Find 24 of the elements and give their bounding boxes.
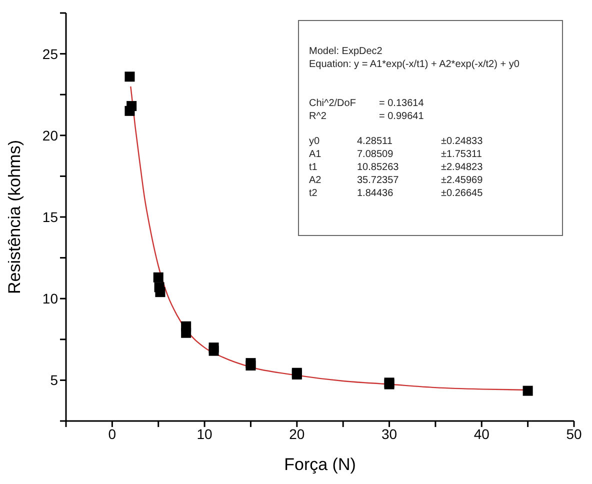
x-tick-label: 30 [381, 426, 398, 442]
x-tick-label: 10 [196, 426, 213, 442]
annotation: Model: ExpDec2 [309, 45, 382, 58]
x-axis-title: Força (N) [284, 455, 356, 474]
point [208, 346, 219, 356]
y-tick-label: 20 [42, 127, 58, 144]
x-tick-label: 50 [566, 426, 582, 442]
annotation: Equation: y = A1*exp(-x/t1) + A2*exp(-x/t2) + y0 [309, 58, 520, 71]
y-tick-label: 10 [42, 290, 58, 307]
point [124, 72, 135, 82]
x-tick-label: 40 [474, 426, 490, 442]
y-tick-label: 15 [42, 208, 58, 225]
point [522, 386, 533, 396]
point [155, 287, 166, 298]
note-box: Model: ExpDec2 Equation: y = A1*exp(-x/t1) + A2*exp(-x/t2) + y0 Chi^2/DoF = 0.13614 R^2 = 0.99641 y0 4.28511 ±0.24833 A1 7.08509 ±1.75311 t1 10.85263 ±2.94823 A2 35.72357 ±2.45969 t2 1.84436 ±0.26645 [298, 20, 563, 236]
y-axis-title: Resistência (kohms) [5, 140, 24, 294]
x-tick-label: 20 [289, 426, 305, 442]
point [153, 272, 164, 282]
point [126, 101, 137, 112]
y-tick-label: 5 [50, 372, 58, 388]
point [246, 360, 256, 371]
point [181, 328, 192, 338]
x-tick-label: 0 [108, 426, 116, 442]
y-tick-label: 25 [42, 46, 58, 62]
